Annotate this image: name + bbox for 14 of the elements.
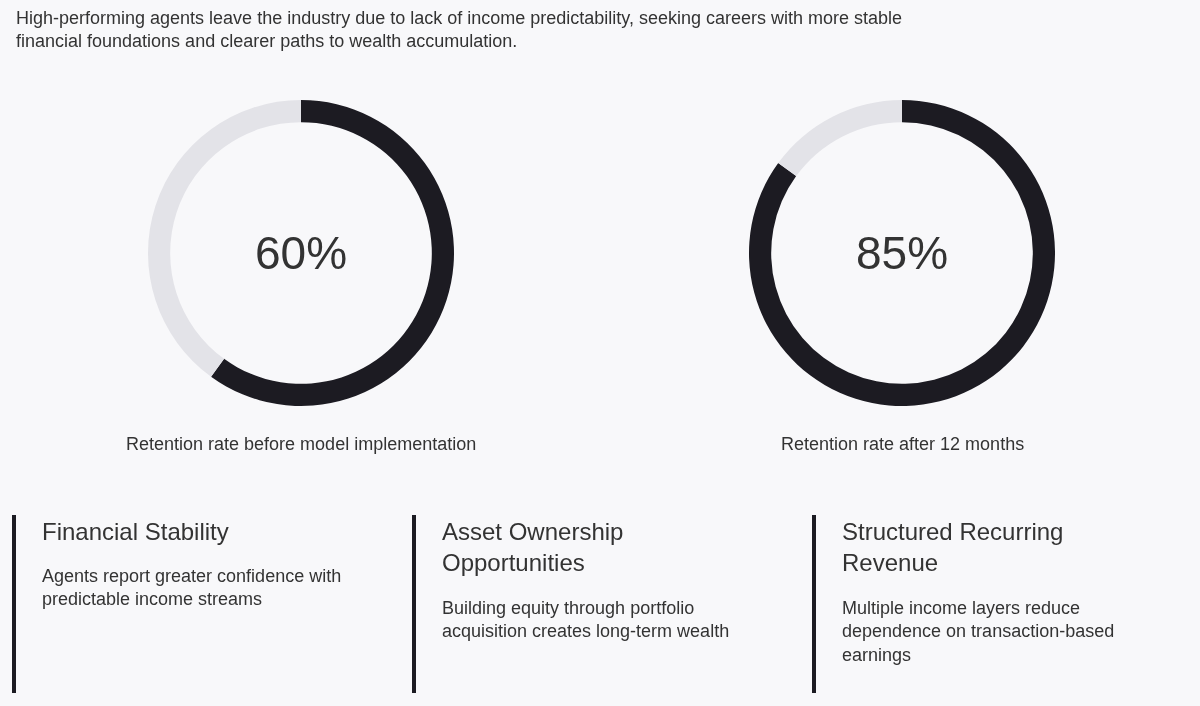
text: Agents report greater confidence with predictable income streams <box>42 566 342 610</box>
text: 85% <box>856 227 949 279</box>
text: Financial Stability <box>42 518 229 545</box>
text: High-performing agents leave the industry due to lack of income predictability, seeking careers with more stable financial foundations and clearer paths to wealth accumulation. <box>16 8 903 52</box>
text: Multiple income layers reduce dependence on transaction-based earnings <box>842 598 1115 665</box>
text: Asset Ownership Opportunities <box>442 518 624 577</box>
text: Retention rate after 12 months <box>781 434 1025 454</box>
text: Structured Recurring Revenue <box>842 518 1064 577</box>
text: Building equity through portfolio acquisition creates long-term wealth <box>442 598 730 642</box>
donut-slice <box>749 100 1055 406</box>
text: 60% <box>255 227 348 279</box>
donut-slice <box>778 100 902 177</box>
donut-slice <box>211 100 454 406</box>
text: Retention rate before model implementation <box>126 434 477 454</box>
